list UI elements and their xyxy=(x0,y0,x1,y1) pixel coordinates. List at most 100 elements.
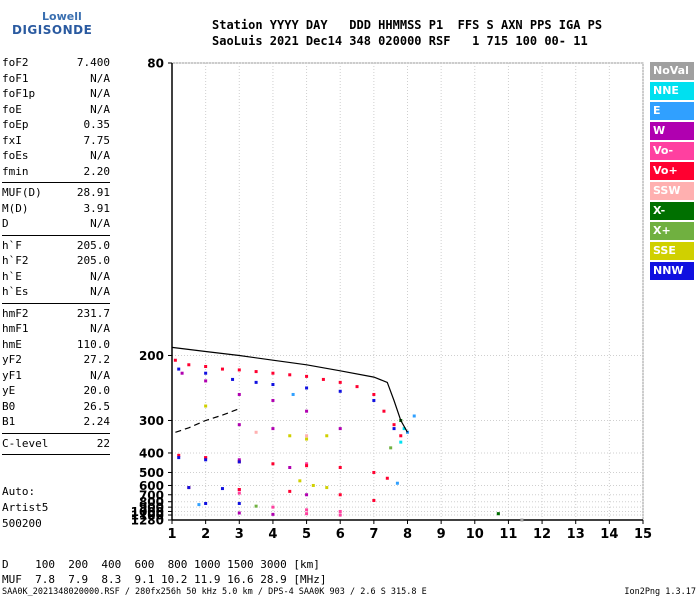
x-tick-label: 14 xyxy=(600,527,618,542)
data-point xyxy=(338,493,342,497)
param-name: hmF1 xyxy=(2,322,29,335)
data-point xyxy=(237,488,241,492)
data-point xyxy=(298,479,302,483)
data-point xyxy=(254,380,258,384)
legend-entry: E xyxy=(650,102,694,120)
data-point xyxy=(372,398,376,402)
param-value: N/A xyxy=(90,368,110,382)
data-point xyxy=(496,512,500,516)
param-value: 7.400 xyxy=(76,56,110,69)
param-name: B0 xyxy=(2,399,16,413)
param-name: yE xyxy=(2,384,16,397)
data-point xyxy=(177,367,181,371)
x-tick-label: 12 xyxy=(533,527,551,542)
param-value: 231.7 xyxy=(76,306,110,320)
profile-trace xyxy=(171,346,409,433)
x-tick-label: 10 xyxy=(466,527,484,542)
param-value: 7.75 xyxy=(83,133,111,147)
data-point xyxy=(254,370,258,374)
param-row: MUF(D) 28.91 xyxy=(2,186,110,202)
header-line2: SaoLuis 2021 Dec14 348 020000 RSF 1 715 … xyxy=(212,34,588,48)
data-point xyxy=(237,368,241,372)
param-name: fxI xyxy=(2,133,22,147)
param-name: M(D) xyxy=(2,201,29,215)
data-point xyxy=(231,377,235,381)
param-value: N/A xyxy=(90,71,110,85)
param-row: foF1p N/A xyxy=(2,87,110,103)
y-tick-label: 200 xyxy=(139,349,164,363)
param-value: 2.20 xyxy=(83,164,111,178)
param-row: yE 20.0 xyxy=(2,384,110,400)
param-row: fmin 2.20 xyxy=(2,165,110,181)
param-value: 110.0 xyxy=(76,337,110,351)
params-group-confidence: C-level 22 xyxy=(2,437,110,453)
params-divider xyxy=(2,234,110,236)
scaled-parameters-panel: foF2 7.400 foF1 N/A foF1p N/A foE N/A foEp 0.35 fx… xyxy=(2,56,110,458)
y-tick-label: 700 xyxy=(139,488,164,502)
data-point xyxy=(355,385,359,389)
param-name: h`E xyxy=(2,269,22,283)
data-point xyxy=(305,508,309,512)
data-point xyxy=(399,440,403,444)
data-point xyxy=(271,505,275,509)
data-point xyxy=(271,383,275,387)
data-point xyxy=(237,392,241,396)
params-group-virtual-heights: h`F 205.0 h`F2 205.0 h`E N/A h`Es N/A xyxy=(2,239,110,301)
param-value: N/A xyxy=(90,217,110,230)
param-name: foF2 xyxy=(2,56,29,69)
auto-program: Artist5 xyxy=(2,501,49,514)
params-group-profile: hmF2 231.7 hmF1 N/A hmE 110.0 yF2 27.2 yF1 N/A yE 2… xyxy=(2,307,110,431)
data-point xyxy=(271,462,275,466)
data-point xyxy=(204,379,208,383)
param-name: foE xyxy=(2,102,22,116)
legend-entry: NoVal xyxy=(650,62,694,80)
data-point xyxy=(288,373,292,377)
data-point xyxy=(412,414,416,418)
x-tick-label: 13 xyxy=(567,527,585,542)
x-tick-label: 3 xyxy=(235,527,244,542)
param-row: M(D) 3.91 xyxy=(2,202,110,218)
param-name: MUF(D) xyxy=(2,186,42,199)
data-point xyxy=(291,392,295,396)
params-divider xyxy=(2,454,110,455)
station-header: Station YYYY DAY DDD HHMMSS P1 FFS S AXN… xyxy=(212,17,602,49)
param-row: hmF1 N/A xyxy=(2,322,110,338)
data-point xyxy=(372,498,376,502)
y-tick-label: 800 xyxy=(139,495,164,509)
data-point xyxy=(382,409,386,413)
param-value: 205.0 xyxy=(76,238,110,252)
param-row: hmF2 231.7 xyxy=(2,307,110,323)
data-point xyxy=(311,483,315,487)
param-row: yF1 N/A xyxy=(2,369,110,385)
param-row: h`E N/A xyxy=(2,270,110,286)
param-value: 20.0 xyxy=(83,384,111,397)
data-point xyxy=(305,374,309,378)
y-tick-label: 500 xyxy=(139,466,164,480)
x-tick-label: 11 xyxy=(499,527,517,542)
params-group-muf: MUF(D) 28.91 M(D) 3.91 D N/A xyxy=(2,186,110,233)
data-point xyxy=(399,434,403,438)
y-tick-label: 1100 xyxy=(131,509,164,523)
param-name: hmF2 xyxy=(2,306,29,320)
data-point xyxy=(271,427,275,431)
legend-entry: Vo- xyxy=(650,142,694,160)
logo-line2: DIGISONDE xyxy=(12,23,93,37)
data-point xyxy=(338,427,342,431)
data-point xyxy=(402,427,406,431)
params-divider xyxy=(2,302,110,304)
logo-line1: Lowell xyxy=(42,10,82,23)
data-point xyxy=(338,389,342,393)
data-point xyxy=(288,434,292,438)
y-tick-label: 1280 xyxy=(131,514,164,528)
param-row: foEp 0.35 xyxy=(2,118,110,134)
data-point xyxy=(288,465,292,469)
data-point xyxy=(305,512,309,516)
data-point xyxy=(305,493,309,497)
param-row: h`F2 205.0 xyxy=(2,254,110,270)
data-point xyxy=(389,446,393,450)
data-point xyxy=(204,456,208,460)
footer-file-info: SAA0K_2021348020000.RSF / 280fx256h 50 k… xyxy=(2,587,427,597)
param-value: 27.2 xyxy=(83,353,111,366)
x-tick-label: 5 xyxy=(302,527,311,542)
